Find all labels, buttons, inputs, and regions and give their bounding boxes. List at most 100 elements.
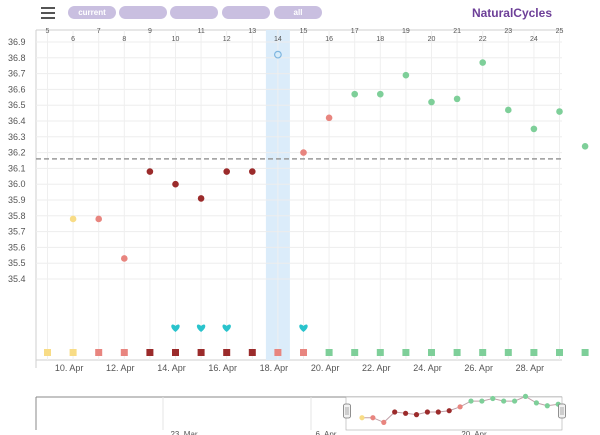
y-tick-label: 36.0 (8, 179, 26, 189)
y-tick-label: 35.6 (8, 242, 26, 252)
cycle-day-label: 14 (274, 36, 282, 43)
view-current-button[interactable]: current (68, 6, 116, 19)
cycle-day-square (69, 349, 77, 356)
view-option-4-button[interactable] (222, 6, 270, 19)
temperature-point (453, 95, 461, 103)
navigator-left-handle[interactable] (343, 403, 351, 419)
navigator-point (522, 393, 529, 399)
cycle-day-label: 25 (556, 28, 564, 35)
y-tick-label: 36.5 (8, 100, 26, 110)
x-axis-label: 22. Apr (362, 363, 391, 373)
navigator-point (403, 410, 409, 416)
temperature-point (69, 215, 77, 223)
cycle-day-square (44, 349, 51, 356)
y-tick-label: 36.4 (8, 116, 26, 126)
cycle-day-square (453, 349, 461, 356)
navigator-point (511, 398, 518, 404)
y-tick-label: 36.2 (8, 148, 26, 158)
cycle-day-square (172, 349, 179, 356)
cycle-day-label: 20 (428, 36, 436, 43)
navigator-point (468, 398, 474, 404)
cycle-day-label: 18 (376, 36, 384, 43)
cycle-day-square (428, 349, 435, 356)
navigator-point (544, 403, 550, 409)
cycle-day-label: 19 (402, 28, 410, 35)
y-tick-label: 36.8 (8, 53, 26, 63)
cycle-day-label: 12 (223, 36, 231, 43)
cycle-day-square (223, 349, 231, 356)
navigator-point (446, 408, 452, 414)
temperature-point (274, 50, 282, 59)
navigator-date-label: 20. Apr (461, 430, 487, 435)
x-axis-label: 26. Apr (464, 363, 493, 373)
y-tick-label: 35.8 (8, 211, 26, 221)
y-tick-label: 35.5 (8, 258, 26, 268)
temperature-point (325, 114, 333, 122)
navigator-point (533, 400, 540, 406)
temperature-point (581, 142, 589, 150)
cycle-day-label: 9 (148, 28, 152, 35)
navigator-selection (345, 396, 563, 431)
temperature-point (249, 168, 256, 175)
cycle-day-square (479, 349, 487, 356)
navigator-point (479, 398, 485, 404)
cycle-day-label: 16 (325, 36, 333, 43)
cycle-day-label: 6 (71, 36, 75, 43)
temperature-point (146, 168, 154, 175)
x-axis-label: 14. Apr (157, 363, 186, 373)
cycle-day-square (351, 349, 359, 356)
heart-icon (222, 324, 231, 332)
cycle-day-square (95, 349, 103, 356)
temperature-point (428, 98, 435, 106)
x-axis-label: 10. Apr (55, 363, 84, 373)
cycle-day-label: 21 (453, 28, 461, 35)
y-tick-label: 36.1 (8, 163, 26, 173)
cycle-day-square (146, 349, 154, 356)
y-tick-label: 36.3 (8, 132, 26, 142)
temperature-point (300, 149, 307, 156)
cycle-day-label: 17 (351, 28, 359, 35)
y-tick-label: 35.9 (8, 195, 26, 205)
view-all-button[interactable]: all (274, 6, 322, 19)
temperature-point (377, 90, 384, 98)
cycle-day-label: 11 (197, 28, 204, 35)
navigator-point (413, 412, 420, 418)
cycle-day-square (504, 349, 512, 356)
cycle-day-square (376, 349, 384, 356)
temperature-point (556, 108, 563, 115)
view-option-2-button[interactable] (119, 6, 167, 19)
navigator-date-label: 23. Mar (170, 430, 197, 435)
view-option-3-button[interactable] (170, 6, 218, 19)
x-axis-label: 12. Apr (106, 363, 135, 373)
navigator-date-label: 6. Apr (316, 430, 337, 435)
cycle-day-label: 13 (248, 28, 256, 35)
brand-logo: NaturalCycles (471, 6, 552, 20)
cycle-day-square (274, 349, 282, 356)
cycle-day-square (120, 349, 128, 356)
cycle-day-label: 23 (504, 28, 512, 35)
hamburger-menu-icon[interactable] (41, 7, 55, 19)
temperature-point (197, 195, 205, 202)
cycle-day-square (402, 349, 410, 356)
cycle-day-square (530, 349, 538, 356)
y-tick-label: 36.7 (8, 69, 26, 79)
navigator-right-handle[interactable] (558, 403, 566, 419)
navigator-point (501, 398, 507, 404)
cycle-day-label: 24 (530, 36, 538, 43)
temperature-point (351, 90, 359, 98)
temperature-point (223, 168, 230, 175)
y-tick-label: 35.4 (8, 274, 26, 284)
heart-icon (171, 324, 180, 332)
temperature-point (121, 255, 128, 262)
cycle-day-square (556, 349, 563, 356)
x-axis-label: 20. Apr (311, 363, 340, 373)
temperature-point (479, 59, 487, 66)
heart-icon (299, 324, 308, 332)
temperature-point (172, 180, 179, 188)
navigator-point (359, 415, 365, 421)
temperature-point (95, 215, 102, 223)
cycle-day-label: 5 (46, 28, 50, 35)
cycle-day-label: 7 (97, 28, 101, 35)
cycle-day-square (300, 349, 307, 356)
